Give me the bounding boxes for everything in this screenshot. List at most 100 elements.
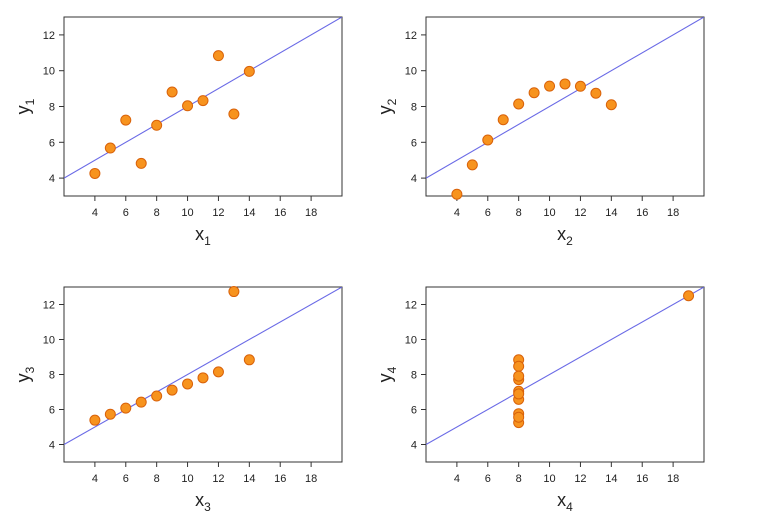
data-point-2-6 — [605, 99, 617, 111]
x-tick-label: 12 — [574, 207, 586, 219]
x-tick-label: 10 — [181, 473, 193, 485]
x-tick-label: 18 — [667, 473, 679, 485]
y-axis-title-2: y2 — [375, 98, 399, 114]
plot-frame-2 — [425, 16, 705, 197]
y-axis-title-subscript: 3 — [23, 366, 37, 373]
y-axis-title-main: y — [375, 373, 395, 382]
y-tick-label: 8 — [411, 102, 417, 114]
data-point-4-11 — [513, 388, 525, 400]
y-tick-label: 10 — [43, 335, 55, 347]
x-tick-label: 12 — [212, 207, 224, 219]
x-axis-title-main: x — [557, 224, 566, 244]
y-tick-label: 6 — [49, 405, 55, 417]
data-point-1-8 — [89, 167, 101, 179]
data-point-4-8 — [683, 290, 695, 302]
data-point-3-9 — [212, 366, 224, 378]
x-axis-title-1: x1 — [195, 224, 211, 248]
x-axis-title-main: x — [557, 490, 566, 510]
data-point-1-11 — [104, 142, 116, 154]
data-point-4-5 — [513, 360, 525, 372]
x-tick-label: 18 — [305, 207, 317, 219]
x-axis-title-main: x — [195, 490, 204, 510]
data-point-2-7 — [482, 134, 494, 146]
y-tick-label: 12 — [405, 30, 417, 42]
data-point-1-6 — [243, 65, 255, 77]
x-axis-title-subscript: 2 — [566, 234, 573, 248]
x-tick-label: 14 — [243, 473, 255, 485]
x-axis-title-3: x3 — [195, 490, 211, 514]
data-point-1-3 — [228, 108, 240, 120]
x-axis-title-2: x2 — [557, 224, 573, 248]
data-point-1-4 — [166, 86, 178, 98]
x-tick-label: 6 — [123, 473, 129, 485]
data-point-4-9 — [513, 411, 525, 423]
data-point-2-8 — [451, 188, 463, 200]
data-point-2-5 — [559, 78, 571, 90]
data-point-2-4 — [528, 87, 540, 99]
y-tick-label: 6 — [411, 137, 417, 149]
y-axis-title-3: y3 — [13, 366, 37, 382]
data-point-1-10 — [135, 157, 147, 169]
data-point-3-7 — [120, 402, 132, 414]
plot-frame-4 — [425, 286, 705, 463]
regression-line-2 — [426, 17, 704, 179]
y-tick-label: 4 — [411, 440, 417, 452]
data-point-2-2 — [513, 98, 525, 110]
x-axis-title-main: x — [195, 224, 204, 244]
data-point-3-1 — [182, 378, 194, 390]
y-axis-title-main: y — [375, 105, 395, 114]
x-axis-title-4: x4 — [557, 490, 573, 514]
y-tick-label: 12 — [43, 300, 55, 312]
y-axis-title-subscript: 1 — [23, 98, 37, 105]
x-tick-label: 10 — [543, 207, 555, 219]
data-point-3-5 — [197, 372, 209, 384]
x-axis-title-subscript: 4 — [566, 500, 573, 514]
data-point-1-7 — [120, 114, 132, 126]
x-tick-label: 8 — [154, 473, 160, 485]
data-point-3-2 — [151, 390, 163, 402]
data-point-1-1 — [182, 100, 194, 112]
y-axis-title-1: y1 — [13, 98, 37, 114]
data-point-2-11 — [466, 159, 478, 171]
y-tick-label: 6 — [49, 137, 55, 149]
y-axis-title-main: y — [13, 105, 33, 114]
x-tick-label: 6 — [485, 473, 491, 485]
y-tick-label: 8 — [411, 370, 417, 382]
x-tick-label: 4 — [92, 207, 98, 219]
y-tick-label: 4 — [49, 440, 55, 452]
y-tick-label: 10 — [405, 335, 417, 347]
data-point-3-11 — [104, 408, 116, 420]
data-point-1-5 — [197, 95, 209, 107]
x-tick-label: 10 — [543, 473, 555, 485]
y-axis-title-subscript: 4 — [385, 366, 399, 373]
data-point-3-8 — [89, 414, 101, 426]
x-tick-label: 12 — [574, 473, 586, 485]
y-axis-title-main: y — [13, 373, 33, 382]
x-tick-label: 4 — [454, 473, 460, 485]
x-tick-label: 6 — [485, 207, 491, 219]
y-axis-title-subscript: 2 — [385, 98, 399, 105]
data-point-1-2 — [151, 119, 163, 131]
y-tick-label: 10 — [43, 66, 55, 78]
x-tick-label: 16 — [636, 473, 648, 485]
data-point-3-10 — [135, 396, 147, 408]
data-point-2-1 — [544, 80, 556, 92]
regression-line-3 — [64, 287, 342, 445]
x-tick-label: 14 — [605, 473, 617, 485]
y-tick-label: 6 — [411, 405, 417, 417]
y-tick-label: 4 — [49, 173, 55, 185]
x-tick-label: 10 — [181, 207, 193, 219]
plot-frame-1 — [63, 16, 343, 197]
data-point-1-9 — [212, 50, 224, 62]
x-tick-label: 16 — [274, 473, 286, 485]
x-tick-label: 8 — [516, 473, 522, 485]
x-tick-label: 4 — [92, 473, 98, 485]
data-point-3-6 — [243, 354, 255, 366]
y-tick-label: 8 — [49, 102, 55, 114]
regression-line-4 — [426, 287, 704, 445]
x-tick-label: 18 — [305, 473, 317, 485]
